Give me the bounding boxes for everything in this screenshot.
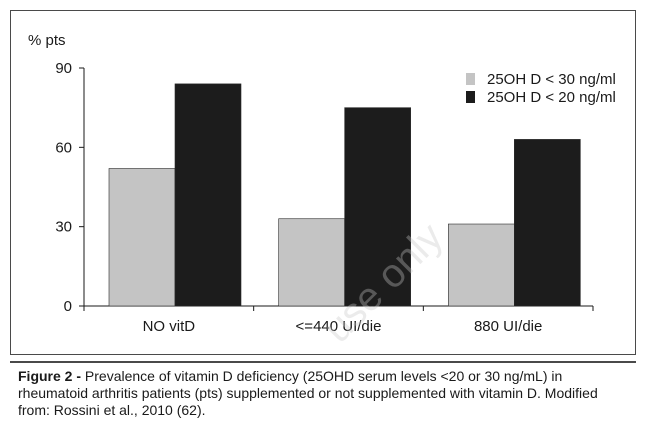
- chart-frame: % pts 0 30 60 90 NO vitD <=440 UI/die 880 UI/…: [10, 10, 636, 355]
- bar: [174, 83, 242, 307]
- bar: [108, 168, 176, 307]
- y-tick-label: 0: [64, 298, 72, 315]
- caption-text: Prevalence of vitamin D deficiency (25OH…: [18, 368, 598, 418]
- legend-swatch: [466, 73, 475, 85]
- legend-swatch: [466, 91, 475, 103]
- legend-label: 25OH D < 20 ng/ml: [487, 89, 616, 106]
- bar-chart: % pts 0 30 60 90 NO vitD <=440 UI/die 880 UI/…: [28, 32, 616, 335]
- y-axis-label: % pts: [28, 32, 66, 49]
- y-tick-label: 60: [55, 139, 72, 156]
- x-tick-label: NO vitD: [143, 318, 196, 335]
- y-tick-label: 90: [55, 60, 72, 77]
- bar: [448, 223, 515, 307]
- bars: [108, 83, 581, 307]
- legend-label: 25OH D < 30 ng/ml: [487, 71, 616, 88]
- x-tick-label: <=440 UI/die: [296, 318, 382, 335]
- caption-label: Figure 2 -: [18, 368, 82, 384]
- caption-separator: [10, 361, 636, 363]
- x-tick-label: 880 UI/die: [474, 318, 542, 335]
- bar: [514, 139, 581, 307]
- y-tick-label: 30: [55, 219, 72, 236]
- bar: [344, 107, 411, 307]
- y-axis: 0 30 60 90: [55, 60, 85, 315]
- bar: [278, 218, 345, 307]
- figure-caption: Figure 2 - Prevalence of vitamin D defic…: [18, 368, 632, 419]
